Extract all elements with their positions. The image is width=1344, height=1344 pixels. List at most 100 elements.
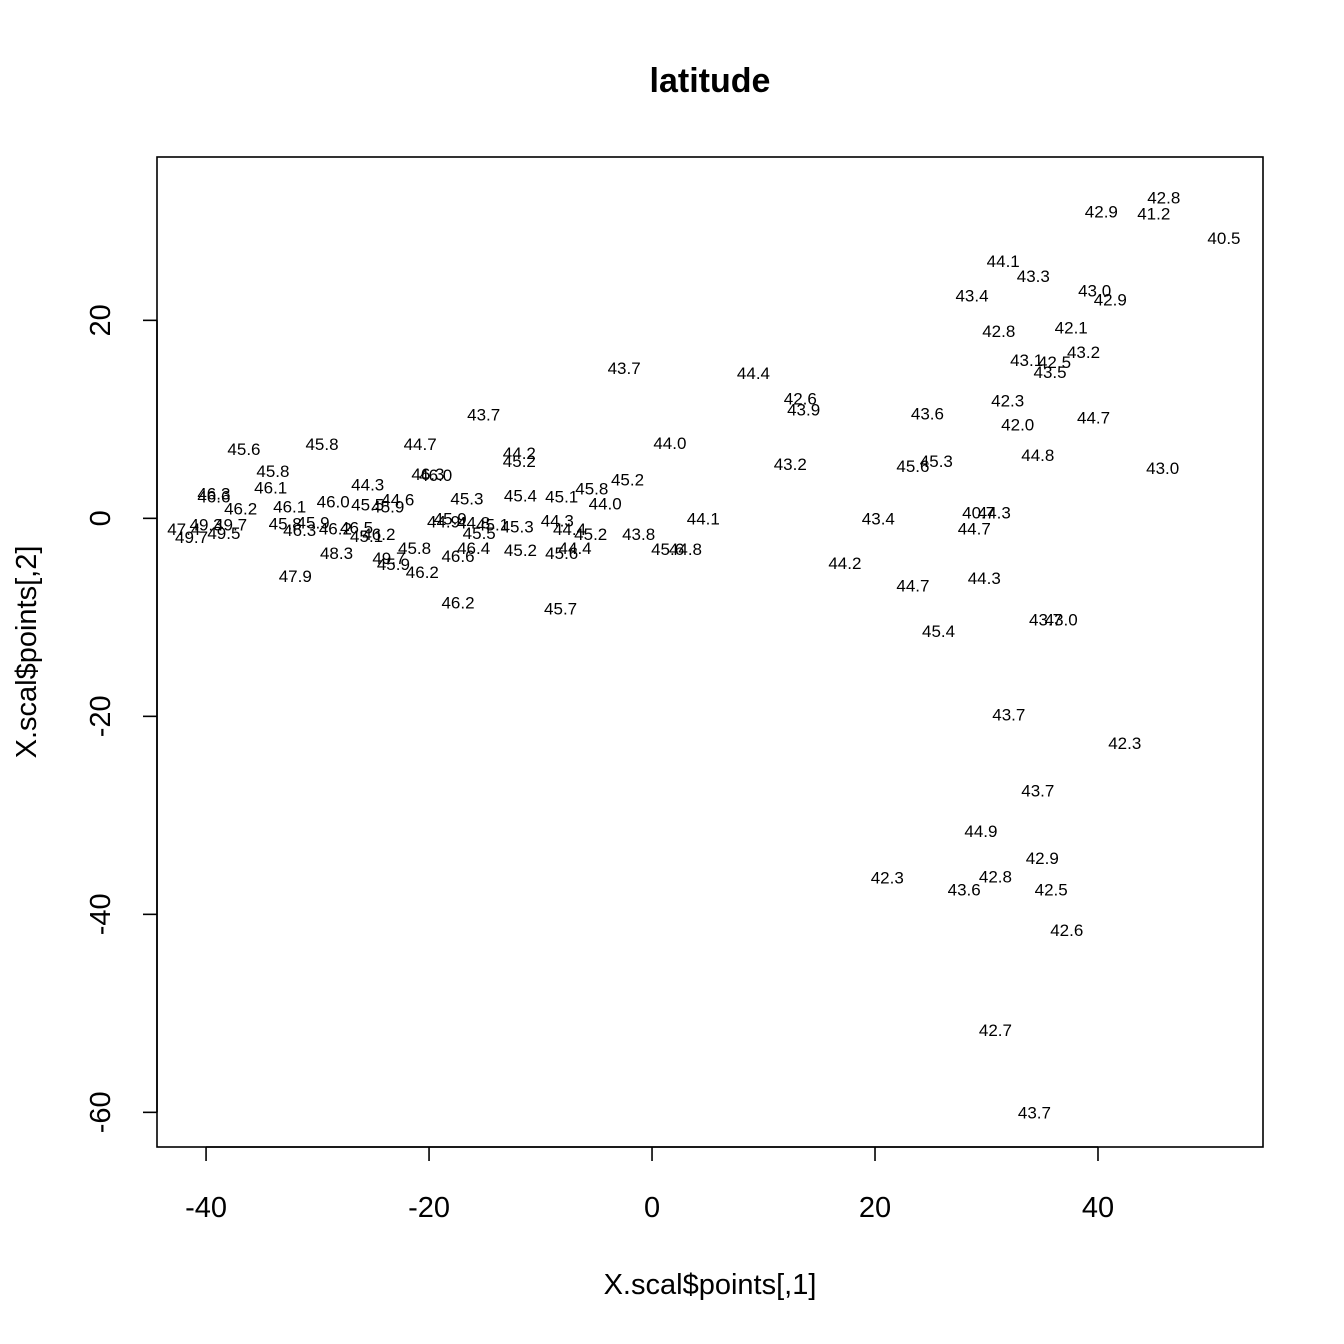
data-point-label: 43.7 (1029, 610, 1062, 629)
x-tick-label: 40 (1082, 1192, 1114, 1224)
data-point-label: 44.8 (1021, 446, 1054, 465)
data-point-label: 43.8 (622, 525, 655, 544)
data-point-label: 45.9 (371, 497, 404, 516)
data-point-label: 43.0 (1078, 282, 1111, 301)
data-point-label: 45.8 (575, 480, 608, 499)
data-point-label: 42.8 (979, 868, 1012, 887)
data-point-label: 44.0 (653, 434, 686, 453)
data-point-label: 46.2 (362, 525, 395, 544)
data-point-label: 42.6 (784, 390, 817, 409)
data-point-label: 42.9 (1085, 202, 1118, 221)
data-point-label: 45.8 (269, 514, 302, 533)
data-point-label: 49.5 (207, 524, 240, 543)
data-point-label: 45.2 (574, 525, 607, 544)
data-point-label: 43.0 (1045, 610, 1078, 629)
data-point-label: 40.7 (962, 503, 995, 522)
data-point-label: 46.2 (441, 594, 474, 613)
data-point-label: 44.8 (669, 540, 702, 559)
data-point-label: 46.3 (411, 465, 444, 484)
data-point-label: 46.2 (319, 519, 352, 538)
chart-title: latitude (650, 62, 771, 100)
data-point-label: 43.9 (787, 400, 820, 419)
data-point-label: 42.8 (982, 322, 1015, 341)
data-point-label: 44.2 (828, 554, 861, 573)
data-point-label: 42.5 (1038, 353, 1071, 372)
data-point-label: 46.1 (273, 497, 306, 516)
data-point-label: 44.9 (964, 822, 997, 841)
data-point-label: 49.7 (175, 528, 208, 547)
data-point-label: 44.1 (687, 509, 720, 528)
data-point-label: 43.7 (1018, 1103, 1051, 1122)
y-tick-label: -20 (85, 695, 117, 737)
y-axis: -60 -40 -20 0 20 (85, 304, 158, 1133)
data-point-label: 44.3 (541, 511, 574, 530)
data-point-label: 45.2 (504, 541, 537, 560)
data-point-label: 43.7 (467, 405, 500, 424)
data-point-label: 46.5 (340, 518, 373, 537)
data-point-label: 45.5 (463, 524, 496, 543)
data-point-label: 42.3 (1108, 734, 1141, 753)
data-point-label: 43.6 (948, 881, 981, 900)
data-point-label: 42.9 (1026, 849, 1059, 868)
y-axis-label: X.scal$points[,2] (11, 546, 43, 759)
data-point-label: 45.2 (611, 471, 644, 490)
data-point-label: 44.7 (404, 435, 437, 454)
data-point-label: 44.7 (896, 577, 929, 596)
data-point-label: 46.6 (441, 547, 474, 566)
data-point-label: 45.9 (297, 513, 330, 532)
data-point-label: 44.9 (427, 512, 460, 531)
data-point-label: 42.7 (979, 1021, 1012, 1040)
data-point-label: 45.6 (545, 544, 578, 563)
data-point-label: 44.6 (381, 491, 414, 510)
data-point-label: 46.0 (419, 466, 452, 485)
data-point-label: 44.7 (1077, 408, 1110, 427)
data-point-label: 41.2 (1137, 204, 1170, 223)
data-point-label: 46.6 (197, 488, 230, 507)
x-axis-label: X.scal$points[,1] (604, 1269, 817, 1301)
data-point-label: 49.7 (372, 549, 405, 568)
data-point-label: 44.3 (351, 476, 384, 495)
data-point-label: 43.7 (992, 705, 1025, 724)
data-point-label: 42.3 (991, 392, 1024, 411)
data-point-label: 43.2 (774, 455, 807, 474)
data-point-label: 48.3 (320, 544, 353, 563)
x-tick-label: 0 (644, 1192, 660, 1224)
data-point-label: 43.0 (1146, 459, 1179, 478)
data-point-label: 47.9 (279, 567, 312, 586)
data-point-label: 45.3 (450, 490, 483, 509)
data-point-label: 45.6 (896, 457, 929, 476)
data-point-label: 43.4 (862, 509, 895, 528)
data-point-label: 43.7 (1021, 782, 1054, 801)
data-point-label: 45.2 (503, 452, 536, 471)
x-tick-label: -40 (185, 1192, 227, 1224)
data-point-label: 44.0 (589, 495, 622, 514)
data-point-label: 45.8 (305, 435, 338, 454)
data-point-label: 44.2 (503, 444, 536, 463)
data-point-label: 42.6 (1050, 921, 1083, 940)
data-point-label: 42.0 (1001, 415, 1034, 434)
data-point-label: 44.3 (978, 503, 1011, 522)
data-point-label: 44.8 (457, 513, 490, 532)
data-point-label: 44.4 (553, 520, 586, 539)
data-point-label: 45.4 (922, 622, 955, 641)
data-point-label: 43.3 (1017, 267, 1050, 286)
data-point-label: 45.1 (545, 488, 578, 507)
data-point-label: 46.1 (254, 479, 287, 498)
data-point-label: 46.2 (406, 563, 439, 582)
data-point-label: 49.7 (214, 515, 247, 534)
data-point-label: 45.3 (920, 452, 953, 471)
x-tick-label: -20 (408, 1192, 450, 1224)
data-point-label: 43.7 (608, 359, 641, 378)
data-point-label: 46.0 (317, 493, 350, 512)
y-tick-label: 0 (85, 510, 117, 526)
data-point-label: 45.8 (398, 539, 431, 558)
data-point-label: 45.6 (227, 440, 260, 459)
data-point-label: 43.2 (1067, 343, 1100, 362)
data-point-label: 42.5 (1035, 881, 1068, 900)
data-point-label: 42.1 (1055, 318, 1088, 337)
x-tick-label: 20 (859, 1192, 891, 1224)
data-point-label: 46.2 (224, 499, 257, 518)
data-point-label: 44.3 (968, 569, 1001, 588)
data-point-label: 44.7 (958, 519, 991, 538)
